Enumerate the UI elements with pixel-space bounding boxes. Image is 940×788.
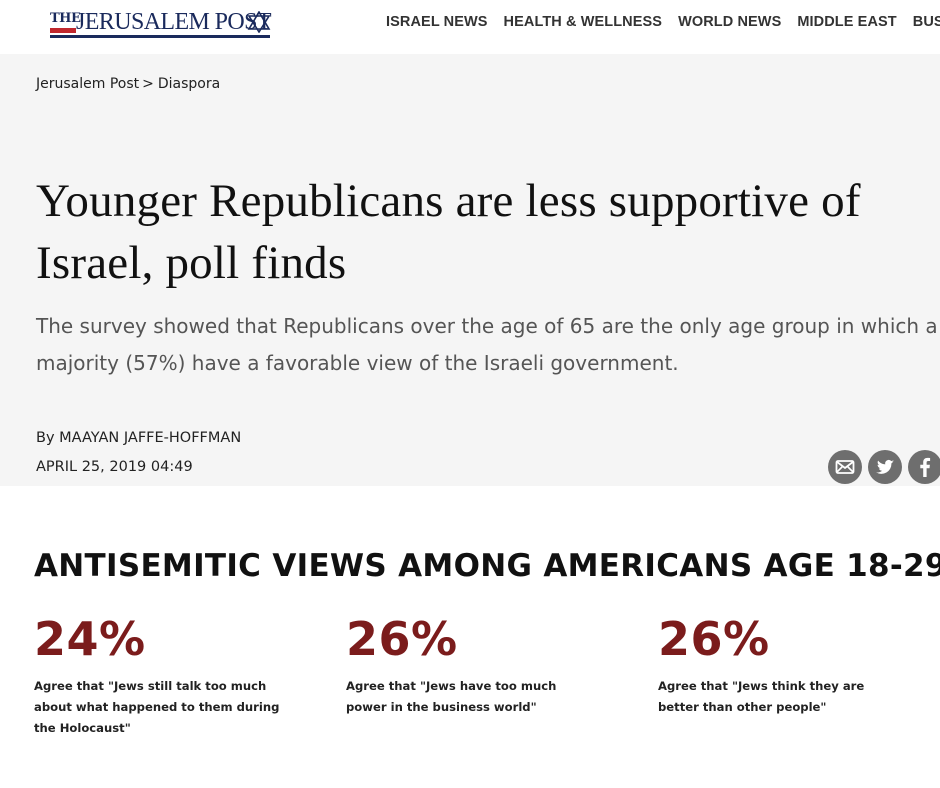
stat-block: 24% Agree that "Jews still talk too much… [34,614,294,739]
publish-date: APRIL 25, 2019 04:49 [36,459,193,475]
stat-description: Agree that "Jews still talk too much abo… [34,679,280,735]
twitter-share-button[interactable] [868,450,902,484]
byline-prefix: By [36,430,55,446]
breadcrumb-home[interactable]: Jerusalem Post [36,76,140,92]
nav-world-news[interactable]: WORLD NEWS [678,14,782,30]
facebook-share-button[interactable] [908,450,940,484]
email-share-button[interactable] [828,450,862,484]
site-header: THE JERUSALEM POST ISRAEL NEWS HEALTH & … [0,0,940,54]
stat-value: 26% [346,612,458,666]
article-subheadline: The survey showed that Republicans over … [36,314,938,375]
author-link[interactable]: MAAYAN JAFFE-HOFFMAN [59,430,242,446]
nav-health-wellness[interactable]: HEALTH & WELLNESS [503,14,663,30]
article-header: Jerusalem Post > Diaspora Younger Republic… [0,54,940,486]
site-logo[interactable]: THE JERUSALEM POST [50,8,272,42]
breadcrumb: Jerusalem Post > Diaspora [36,76,220,92]
stat-block: 26% Agree that "Jews think they are bett… [658,614,918,718]
stat-block: 26% Agree that "Jews have too much power… [346,614,606,718]
star-of-david-icon [247,11,271,33]
logo-red-stripe [50,28,76,33]
nav-business[interactable]: BUSINESS [912,14,940,30]
infographic: ANTISEMITIC VIEWS AMONG AMERICANS AGE 18… [0,486,940,788]
logo-name: JERUSALEM POST [76,9,272,35]
nav-israel-news[interactable]: ISRAEL NEWS [386,14,488,30]
twitter-icon [876,459,894,474]
byline: By MAAYAN JAFFE-HOFFMAN [36,430,241,446]
breadcrumb-separator: > [142,76,154,92]
share-buttons [828,450,940,486]
article-headline: Younger Republicans are less supportive … [36,175,861,289]
infographic-title: ANTISEMITIC VIEWS AMONG AMERICANS AGE 18… [34,548,940,584]
facebook-icon [920,457,931,477]
main-nav: ISRAEL NEWS HEALTH & WELLNESS WORLD NEWS… [386,14,940,30]
breadcrumb-section[interactable]: Diaspora [157,76,221,92]
nav-middle-east[interactable]: MIDDLE EAST [797,14,897,30]
stat-value: 24% [34,612,146,666]
logo-underline [50,35,270,38]
logo-prefix: THE [50,11,81,26]
stat-value: 26% [658,612,770,666]
email-icon [835,460,855,474]
stat-description: Agree that "Jews think they are better t… [658,679,865,714]
stat-description: Agree that "Jews have too much power in … [346,679,557,714]
